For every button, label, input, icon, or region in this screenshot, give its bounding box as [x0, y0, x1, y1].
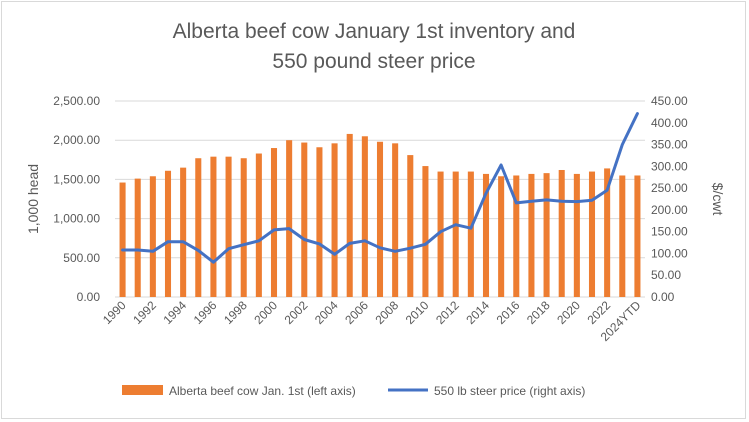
- x-tick-label: 2018: [524, 298, 553, 327]
- steer-price-line: [121, 112, 639, 264]
- x-tick-label: 2006: [342, 298, 371, 327]
- left-axis-title: 1,000 head: [25, 164, 41, 234]
- right-tick-label: 50.00: [651, 268, 681, 282]
- bar: [573, 173, 580, 297]
- left-tick-label: 500.00: [63, 251, 100, 265]
- line-series-steer-price: [121, 112, 639, 264]
- right-axis-title: $/cwt: [710, 183, 726, 216]
- bar: [270, 148, 278, 297]
- bar: [286, 140, 293, 297]
- bar: [604, 168, 611, 297]
- legend-swatch-bar: [122, 385, 163, 395]
- bar: [361, 136, 368, 297]
- right-tick-label: 400.00: [651, 116, 688, 130]
- x-tick-label: 2016: [494, 298, 523, 327]
- right-tick-label: 250.00: [651, 181, 688, 195]
- right-tick-label: 100.00: [651, 246, 688, 260]
- left-tick-label: 2,500.00: [53, 94, 100, 108]
- bar: [255, 153, 262, 297]
- left-tick-label: 1,500.00: [53, 172, 100, 186]
- bar: [482, 173, 490, 297]
- x-tick-label: 2000: [251, 298, 280, 327]
- x-tick-label: 2002: [282, 298, 311, 327]
- bar: [210, 156, 217, 297]
- legend-label-line: 550 lb steer price (right axis): [434, 384, 585, 398]
- x-tick-label: 1994: [160, 298, 189, 327]
- bar: [634, 175, 641, 297]
- x-tick-label: 2020: [554, 298, 583, 327]
- bar: [467, 171, 474, 297]
- x-tick-label: 1992: [130, 298, 159, 327]
- chart-title-line-2: 550 pound steer price: [272, 50, 475, 73]
- x-tick-label: 1996: [191, 298, 220, 327]
- bar: [301, 142, 308, 297]
- right-axis-ticks: 0.00 50.00 100.00 150.00 200.00 250.00 300.00 3…: [651, 94, 688, 304]
- bar: [422, 166, 429, 297]
- bar: [528, 173, 535, 297]
- left-axis-ticks: 0.00 500.00 1,000.00 1,500.00 2,000.00 2,500.…: [53, 94, 100, 304]
- bar: [195, 158, 202, 297]
- right-tick-label: 300.00: [651, 159, 688, 173]
- bar: [392, 143, 399, 297]
- legend-label-bar: Alberta beef cow Jan. 1st (left axis): [169, 384, 356, 398]
- x-tick-label: 2008: [372, 298, 401, 327]
- bar: [558, 169, 565, 297]
- right-tick-label: 450.00: [651, 94, 688, 108]
- bar: [376, 141, 384, 297]
- bar: [346, 133, 353, 297]
- x-tick-label: 2012: [433, 298, 462, 327]
- bar: [149, 176, 156, 297]
- bar: [164, 170, 172, 297]
- bar: [331, 143, 338, 297]
- bar: [619, 175, 626, 297]
- x-tick-label: 1990: [100, 298, 129, 327]
- bar: [437, 171, 444, 297]
- right-tick-label: 0.00: [651, 290, 675, 304]
- left-tick-label: 1,000.00: [53, 212, 100, 226]
- bar: [498, 176, 505, 297]
- bar: [225, 156, 232, 297]
- bar: [240, 158, 247, 297]
- x-axis-ticks: 1990 1992 1994 1996 1998 2000 2002 2004 2006 2008…: [100, 298, 644, 344]
- bar: [588, 171, 596, 297]
- bar: [119, 182, 126, 297]
- gridlines: [115, 100, 645, 298]
- bar: [134, 178, 141, 297]
- bar: [513, 175, 520, 297]
- right-tick-label: 350.00: [651, 138, 688, 152]
- bar-series-cow-inventory: [119, 133, 641, 297]
- bar: [543, 173, 550, 297]
- x-tick-label: 1998: [221, 298, 250, 327]
- bar: [180, 167, 187, 297]
- x-tick-label: 2004: [312, 298, 341, 327]
- left-tick-label: 0.00: [77, 290, 101, 304]
- x-tick-label: 2010: [403, 298, 432, 327]
- legend: Alberta beef cow Jan. 1st (left axis) 55…: [122, 384, 585, 398]
- chart-title-line-1: Alberta beef cow January 1st inventory a…: [173, 20, 576, 43]
- bar: [407, 155, 414, 297]
- bar: [452, 171, 459, 297]
- right-tick-label: 150.00: [651, 225, 688, 239]
- left-tick-label: 2,000.00: [53, 133, 100, 147]
- right-tick-label: 200.00: [651, 203, 688, 217]
- bar: [316, 147, 323, 297]
- x-tick-label: 2014: [463, 298, 492, 327]
